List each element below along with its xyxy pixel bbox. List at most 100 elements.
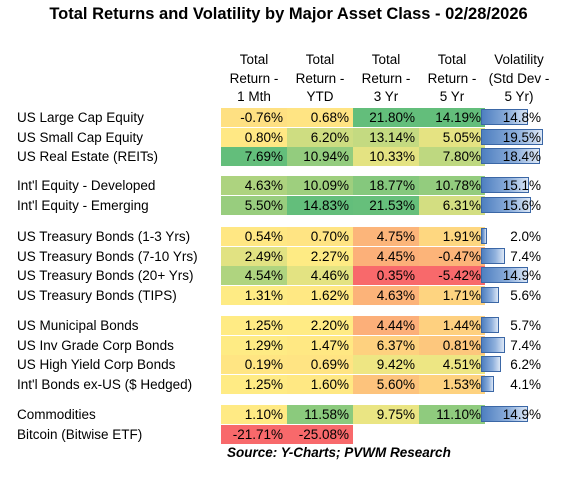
row-label: US Treasury Bonds (7-10 Yrs): [17, 248, 198, 264]
table-row: Int'l Equity - Developed 4.63% 10.09% 18.77…: [0, 176, 577, 195]
return-cell: 4.51%: [419, 355, 485, 374]
column-header-line: (Std Dev -: [488, 70, 550, 86]
return-cell: 5.60%: [353, 374, 419, 394]
return-cell: 0.81%: [419, 335, 485, 355]
column-header-line: Volatility: [494, 52, 544, 67]
return-cell: 4.46%: [287, 266, 353, 285]
volatility-value: 14.9%: [502, 268, 541, 283]
return-cell: 10.33%: [353, 147, 419, 166]
column-header-line: Total: [371, 52, 401, 67]
volatility-bar: [481, 128, 543, 145]
return-cell: 0.35%: [353, 266, 419, 285]
volatility-bar: [481, 356, 501, 372]
volatility-bar: [481, 148, 540, 164]
return-cell: 1.47%: [287, 335, 353, 355]
volatility-value: 5.7%: [510, 318, 541, 333]
volatility-bar: [481, 267, 528, 283]
table-row: US Real Estate (REITs) 7.69% 10.94% 10.33% 7…: [0, 147, 577, 166]
column-header-line: 5 Yr: [439, 89, 465, 104]
column-header-line: 3 Yr: [373, 89, 399, 104]
column-header-line: Return -: [229, 70, 279, 86]
volatility-value: 4.1%: [510, 376, 541, 392]
table-row: US Small Cap Equity 0.80% 6.20% 13.14% 5.05%…: [0, 127, 577, 147]
volatility-value: 15.1%: [502, 178, 541, 193]
return-cell: 10.78%: [419, 176, 485, 195]
table-row: Commodities 1.10% 11.58% 9.75% 11.10% 14.9%: [0, 405, 577, 424]
return-cell: 21.80%: [353, 108, 419, 127]
return-cell: 2.27%: [287, 246, 353, 266]
return-cell: -25.08%: [287, 424, 353, 444]
volatility-bar: [481, 375, 494, 392]
row-label: US Real Estate (REITs): [17, 149, 159, 164]
volatility-bar: [481, 406, 528, 422]
volatility-bar: [481, 196, 531, 213]
column-header-line: Total: [437, 52, 467, 67]
volatility-value: 7.4%: [510, 248, 541, 264]
return-cell: 14.19%: [419, 108, 485, 127]
return-cell: 6.20%: [287, 127, 353, 147]
return-cell: 1.53%: [419, 374, 485, 394]
column-header-line: Return -: [361, 70, 411, 86]
row-label: US Treasury Bonds (TIPS): [17, 287, 177, 303]
chart-title: Total Returns and Volatility by Major As…: [49, 5, 528, 23]
return-cell: 2.20%: [287, 316, 353, 335]
row-label: US Treasury Bonds (20+ Yrs): [17, 268, 194, 283]
column-header-line: 1 Mth: [237, 89, 271, 104]
row-label: US Municipal Bonds: [17, 318, 139, 333]
volatility-value: 14.9%: [502, 407, 541, 422]
row-label: US High Yield Corp Bonds: [17, 357, 176, 372]
volatility-value: 2.0%: [510, 229, 541, 244]
column-header-line: YTD: [306, 89, 334, 104]
column-header-line: Total: [239, 52, 269, 67]
return-cell: 4.45%: [353, 246, 419, 266]
return-cell: -21.71%: [221, 424, 287, 444]
column-header-2: Total Return - YTD: [287, 51, 353, 107]
table-row: US Treasury Bonds (TIPS) 1.31% 1.62% 4.63% 1…: [0, 285, 577, 305]
volatility-value: 19.5%: [502, 129, 541, 145]
return-cell: 18.77%: [353, 176, 419, 195]
return-cell: 0.19%: [221, 355, 287, 374]
column-header-line: Return -: [427, 70, 477, 86]
row-label: Int'l Equity - Emerging: [17, 197, 149, 213]
return-cell: 11.10%: [419, 405, 485, 424]
return-cell: 0.68%: [287, 108, 353, 127]
return-cell: -5.42%: [419, 266, 485, 285]
return-cell: 5.05%: [419, 127, 485, 147]
return-cell: 1.31%: [221, 285, 287, 305]
volatility-bar: [481, 109, 528, 125]
table-row: US Municipal Bonds 1.25% 2.20% 4.44% 1.44% 5.…: [0, 316, 577, 335]
return-cell: -0.47%: [419, 246, 485, 266]
volatility-bar: [481, 317, 499, 333]
return-cell: 5.50%: [221, 195, 287, 215]
volatility-bar: [481, 177, 529, 193]
volatility-bar: [481, 247, 505, 264]
volatility-value: 5.6%: [510, 287, 541, 303]
return-cell: 4.63%: [221, 176, 287, 195]
column-header-5: Volatility (Std Dev - 5 Yr): [479, 51, 559, 107]
volatility-bar: [481, 286, 499, 303]
return-cell: 1.25%: [221, 316, 287, 335]
return-cell: 0.54%: [221, 227, 287, 246]
row-label: Bitcoin (Bitwise ETF): [17, 426, 143, 442]
return-cell: 13.14%: [353, 127, 419, 147]
table-row: Bitcoin (Bitwise ETF) -21.71% -25.08%: [0, 424, 577, 444]
return-cell: 7.80%: [419, 147, 485, 166]
volatility-value: 7.4%: [510, 337, 541, 353]
table-row: US Treasury Bonds (20+ Yrs) 4.54% 4.46% 0.3…: [0, 266, 577, 285]
return-cell: 1.44%: [419, 316, 485, 335]
column-header-line: Total: [305, 52, 335, 67]
return-cell: 1.71%: [419, 285, 485, 305]
column-header-line: Return -: [295, 70, 345, 86]
row-label: US Treasury Bonds (1-3 Yrs): [17, 229, 191, 244]
column-header-4: Total Return - 5 Yr: [419, 51, 485, 107]
return-cell: 4.63%: [353, 285, 419, 305]
table-row: US Treasury Bonds (7-10 Yrs) 2.49% 2.27% 4.…: [0, 246, 577, 266]
return-cell: 10.94%: [287, 147, 353, 166]
return-cell: 14.83%: [287, 195, 353, 215]
return-cell: 4.54%: [221, 266, 287, 285]
return-cell: 6.31%: [419, 195, 485, 215]
column-header-1: Total Return - 1 Mth: [221, 51, 287, 107]
return-cell: 1.29%: [221, 335, 287, 355]
volatility-value: 18.4%: [502, 149, 541, 164]
return-cell: 1.62%: [287, 285, 353, 305]
